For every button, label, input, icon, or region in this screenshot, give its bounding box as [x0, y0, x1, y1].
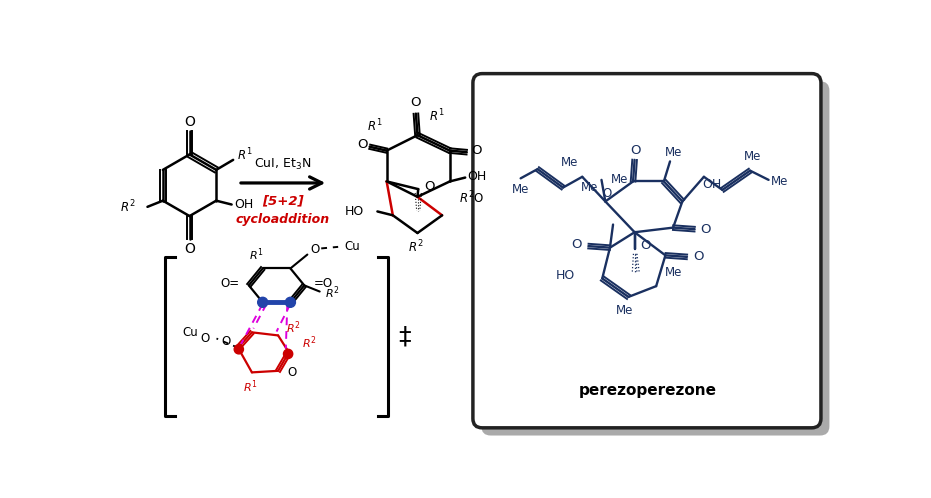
Text: O: O [310, 243, 319, 255]
FancyBboxPatch shape [481, 81, 830, 436]
Ellipse shape [258, 297, 268, 307]
Text: O: O [200, 332, 209, 345]
Text: O: O [424, 180, 434, 193]
Ellipse shape [283, 349, 292, 359]
Text: $R^2$: $R^2$ [286, 319, 301, 336]
Text: O: O [700, 223, 710, 236]
Text: Me: Me [744, 150, 762, 163]
Text: Cu: Cu [344, 240, 360, 252]
Text: O: O [694, 250, 704, 263]
Text: $R^1$: $R^1$ [250, 247, 263, 263]
Text: O: O [221, 335, 230, 348]
Text: OH: OH [467, 169, 486, 183]
Text: O: O [357, 138, 367, 151]
Text: O: O [602, 187, 612, 200]
Text: $R^1$: $R^1$ [368, 118, 383, 134]
Text: Me: Me [611, 173, 627, 186]
Text: O: O [411, 97, 421, 110]
Text: $R^1$: $R^1$ [237, 147, 252, 163]
Text: =O: =O [314, 277, 333, 290]
Text: OH: OH [235, 198, 253, 211]
Text: Me: Me [771, 175, 788, 188]
Text: OH: OH [702, 178, 722, 191]
Ellipse shape [235, 345, 243, 354]
Text: O: O [471, 144, 482, 157]
Text: Cu: Cu [182, 326, 198, 339]
Text: $R^2$O: $R^2$O [459, 190, 484, 207]
Text: O: O [630, 144, 641, 157]
Text: O: O [288, 366, 297, 379]
Text: Me: Me [616, 304, 633, 317]
Text: O: O [184, 115, 195, 129]
FancyBboxPatch shape [473, 74, 821, 428]
Text: cycloaddition: cycloaddition [236, 214, 330, 227]
Text: $R^2$: $R^2$ [302, 335, 317, 352]
Text: $\ddagger$: $\ddagger$ [398, 325, 412, 349]
Text: HO: HO [345, 205, 364, 218]
Text: perezoperezone: perezoperezone [579, 383, 717, 398]
Text: Me: Me [561, 156, 578, 169]
Text: Me: Me [665, 145, 681, 159]
Ellipse shape [286, 297, 295, 307]
Text: O: O [641, 239, 651, 252]
Text: [5+2]: [5+2] [262, 194, 304, 207]
Text: HO: HO [556, 269, 575, 282]
Text: O: O [572, 238, 582, 251]
Text: Me: Me [512, 183, 530, 196]
Text: O: O [184, 242, 195, 256]
Text: CuI, Et$_3$N: CuI, Et$_3$N [254, 157, 311, 172]
Text: $R^2$: $R^2$ [325, 285, 339, 301]
Text: Me: Me [581, 181, 599, 194]
Text: $R^1$: $R^1$ [243, 378, 258, 394]
Text: $R^1$: $R^1$ [429, 108, 444, 124]
Text: $R^2$: $R^2$ [408, 239, 424, 255]
Text: $R^2$: $R^2$ [120, 199, 135, 215]
Text: Me: Me [665, 266, 681, 279]
Text: O=: O= [221, 277, 240, 290]
